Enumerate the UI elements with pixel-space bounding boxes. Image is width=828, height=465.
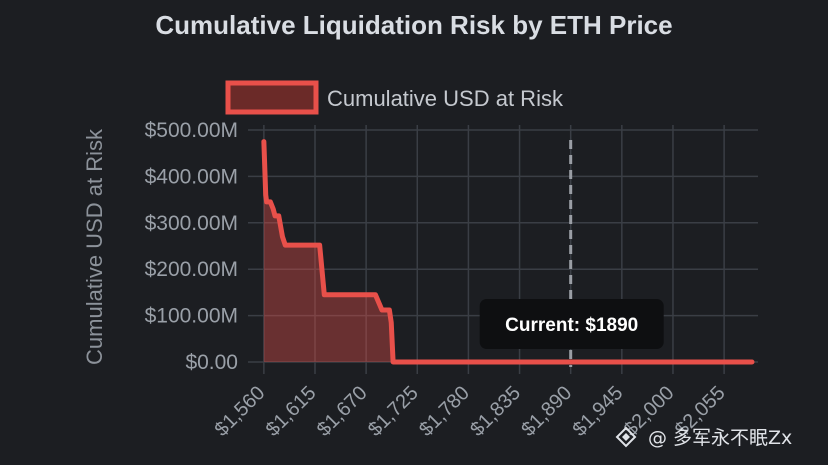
y-tick-label: $100.00M: [145, 305, 238, 328]
x-tick-label: $1,945: [569, 382, 628, 441]
legend-swatch: [225, 80, 319, 115]
y-tick-label: $200.00M: [145, 258, 238, 281]
y-axis-ticks: $0.00 $100.00M $200.00M $300.00M $400.00M $50…: [145, 119, 238, 374]
current-price-tooltip: [479, 299, 664, 349]
x-tick-label: $1,670: [313, 382, 372, 441]
annotation-layer: Current: $1890: [479, 140, 664, 367]
watermark: @ 多军永不眠Zx: [615, 426, 792, 449]
series-layer: [261, 139, 755, 365]
chart-title: Cumulative Liquidation Risk by ETH Price: [155, 10, 672, 40]
x-tick-label: $1,890: [517, 382, 576, 441]
watermark-logo-icon: [615, 426, 637, 448]
y-tick-label: $400.00M: [145, 165, 238, 188]
legend: Cumulative USD at Risk: [225, 80, 564, 115]
y-tick-label: $500.00M: [145, 119, 238, 142]
legend-label: Cumulative USD at Risk: [327, 86, 564, 111]
series-area: [263, 141, 752, 362]
series-line: [261, 139, 755, 365]
y-axis-label: Cumulative USD at Risk: [82, 128, 107, 365]
x-tick-label: $1,615: [262, 382, 321, 441]
watermark-text: @ 多军永不眠Zx: [648, 427, 792, 449]
x-tick-label: $1,780: [415, 382, 474, 441]
x-tick-label: $1,560: [211, 382, 270, 441]
x-tick-label: $1,725: [364, 382, 423, 441]
y-tick-label: $300.00M: [145, 212, 238, 235]
y-tick-label: $0.00: [185, 351, 238, 374]
x-tick-label: $1,835: [466, 382, 525, 441]
current-price-label: Current: $1890: [505, 315, 638, 336]
